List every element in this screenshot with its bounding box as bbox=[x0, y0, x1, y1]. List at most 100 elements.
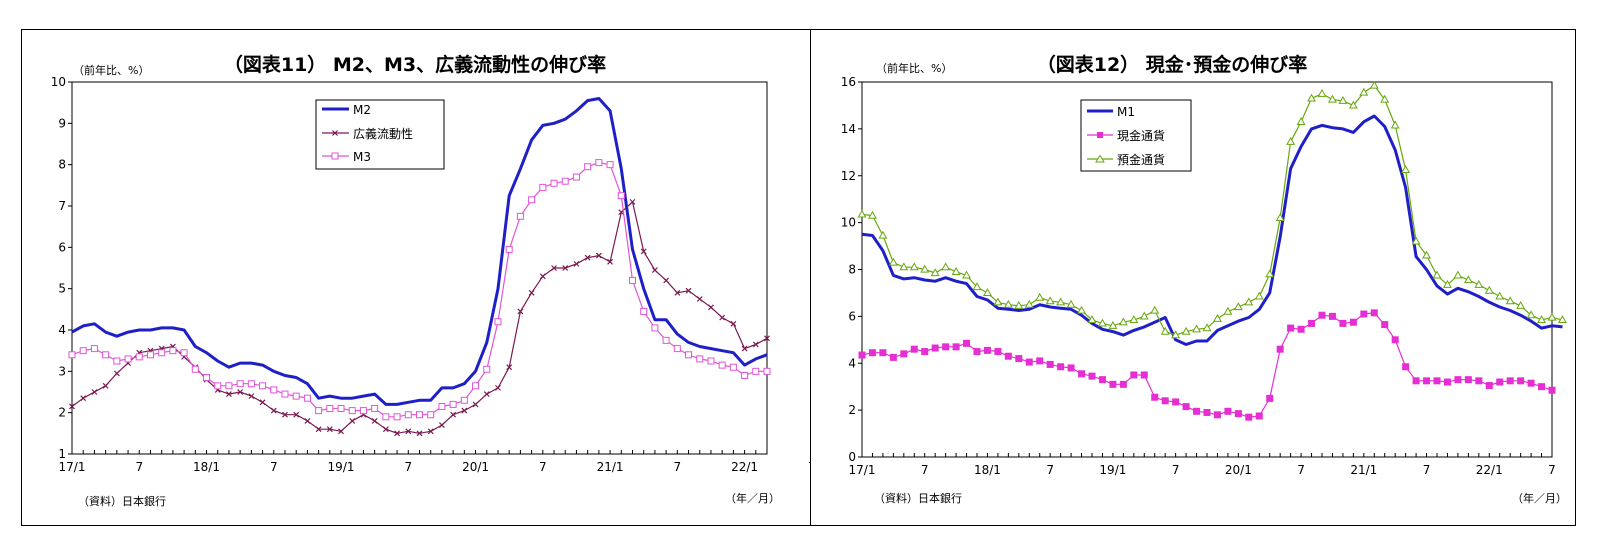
data-point-kogi bbox=[674, 289, 681, 296]
data-point-m3 bbox=[460, 396, 468, 404]
y-tick-label: 6 bbox=[848, 309, 856, 323]
data-point-genkin bbox=[1328, 312, 1336, 320]
data-point-m3 bbox=[359, 407, 367, 415]
data-point-kogi bbox=[237, 389, 244, 395]
chart-11-y-axis: 1 2 3 4 5 6 7 8 9 10 bbox=[51, 75, 72, 461]
data-point-kogi bbox=[270, 407, 277, 414]
data-point-kogi bbox=[539, 273, 546, 280]
data-point-kogi bbox=[495, 384, 501, 391]
data-point-yokin bbox=[1390, 120, 1400, 129]
data-point-yokin bbox=[1495, 291, 1505, 300]
data-point-m3 bbox=[203, 374, 211, 382]
legend-genkin-marker bbox=[1097, 132, 1103, 138]
y-tick-label: 6 bbox=[58, 240, 66, 254]
data-point-m3 bbox=[606, 161, 614, 169]
data-point-genkin bbox=[1266, 394, 1274, 402]
y-tick-label: 8 bbox=[58, 158, 66, 172]
data-point-m3 bbox=[337, 405, 345, 413]
data-point-genkin bbox=[1057, 363, 1065, 371]
x-tick-label: 7 bbox=[1423, 463, 1431, 477]
data-point-yokin bbox=[983, 288, 992, 297]
data-point-genkin bbox=[1297, 325, 1305, 333]
data-point-m3 bbox=[718, 361, 726, 369]
data-point-m3 bbox=[707, 357, 715, 365]
data-point-genkin bbox=[1172, 398, 1180, 406]
data-point-m3 bbox=[102, 351, 110, 359]
data-point-yokin bbox=[1192, 324, 1201, 333]
data-point-yokin bbox=[1369, 80, 1379, 89]
data-point-m3 bbox=[628, 276, 636, 284]
x-tick-label: 19/1 bbox=[328, 460, 355, 474]
data-point-kogi bbox=[483, 391, 490, 397]
data-point-yokin bbox=[993, 297, 1003, 306]
y-tick-label: 7 bbox=[58, 199, 66, 213]
y-tick-label: 5 bbox=[58, 282, 66, 296]
data-point-genkin bbox=[1203, 408, 1211, 416]
data-point-genkin bbox=[1454, 376, 1462, 384]
x-tick-label: 17/1 bbox=[849, 463, 876, 477]
data-point-genkin bbox=[1506, 377, 1514, 385]
data-point-yokin bbox=[1516, 301, 1526, 309]
data-point-m3 bbox=[494, 318, 502, 326]
data-point-genkin bbox=[931, 344, 939, 352]
data-point-m3 bbox=[348, 407, 356, 415]
data-point-yokin bbox=[1474, 279, 1484, 288]
data-point-yokin bbox=[878, 230, 888, 239]
y-tick-label: 4 bbox=[848, 356, 856, 370]
x-tick-label: 22/1 bbox=[1476, 463, 1503, 477]
data-point-m3 bbox=[472, 382, 480, 390]
x-tick-label: 19/1 bbox=[1099, 463, 1126, 477]
data-point-kogi bbox=[450, 411, 457, 418]
data-point-genkin bbox=[1151, 393, 1159, 401]
data-point-yokin bbox=[1348, 100, 1358, 109]
x-tick-label: 18/1 bbox=[193, 460, 220, 474]
y-tick-label: 10 bbox=[51, 75, 66, 89]
chart-11-title: （図表11） M2、M3、広義流動性の伸び率 bbox=[224, 53, 606, 76]
x-tick-label: 18/1 bbox=[974, 463, 1001, 477]
data-point-kogi bbox=[551, 265, 557, 271]
data-point-yokin bbox=[899, 262, 909, 271]
chart-11-legend: M2 広義流動性 M3 bbox=[315, 99, 445, 170]
legend-m3-label: M3 bbox=[353, 150, 371, 164]
data-point-genkin bbox=[1412, 377, 1420, 385]
y-tick-label: 14 bbox=[841, 122, 856, 136]
data-point-yokin bbox=[941, 262, 951, 271]
data-point-genkin bbox=[1402, 363, 1410, 371]
data-point-yokin bbox=[1338, 95, 1348, 104]
chart-12-xlabel: （年／月） bbox=[1512, 491, 1567, 505]
data-point-genkin bbox=[879, 349, 887, 357]
data-point-yokin bbox=[1265, 269, 1275, 278]
data-point-kogi bbox=[438, 422, 445, 428]
data-point-yokin bbox=[1453, 270, 1463, 279]
data-point-yokin bbox=[1296, 117, 1306, 125]
x-tick-label: 7 bbox=[135, 460, 143, 474]
chart-12: （図表12） 現金･預金の伸び率 （前年比、%） （資料）日本銀行 （年／月） … bbox=[841, 53, 1567, 505]
data-point-yokin bbox=[1066, 299, 1076, 308]
data-point-kogi bbox=[416, 430, 423, 437]
data-point-yokin bbox=[1003, 299, 1013, 308]
data-point-m3 bbox=[595, 159, 603, 167]
data-point-kogi bbox=[405, 428, 412, 435]
data-point-genkin bbox=[1182, 403, 1190, 411]
data-point-m3 bbox=[158, 349, 166, 357]
y-tick-label: 10 bbox=[841, 216, 856, 230]
data-point-m3 bbox=[281, 390, 289, 398]
data-point-genkin bbox=[1088, 372, 1096, 380]
data-point-m3 bbox=[113, 357, 121, 365]
data-point-genkin bbox=[942, 343, 950, 351]
data-point-yokin bbox=[888, 257, 898, 266]
data-point-m3 bbox=[404, 411, 412, 419]
chart-11-x-axis: 17/1 7 18/1 7 19/1 7 20/1 7 21/1 7 22/1 7 bbox=[59, 450, 810, 474]
data-point-m3 bbox=[169, 347, 177, 355]
legend-kogi-label: 広義流動性 bbox=[353, 126, 413, 141]
data-point-m3 bbox=[135, 353, 143, 361]
data-point-genkin bbox=[1255, 412, 1263, 420]
data-point-m3 bbox=[561, 177, 569, 185]
data-point-yokin bbox=[1307, 93, 1316, 102]
data-point-m3 bbox=[763, 367, 771, 375]
y-tick-label: 12 bbox=[841, 169, 856, 183]
data-point-genkin bbox=[921, 348, 929, 356]
data-point-genkin bbox=[1193, 407, 1201, 415]
y-tick-label: 9 bbox=[58, 116, 66, 130]
data-point-yokin bbox=[930, 268, 940, 277]
